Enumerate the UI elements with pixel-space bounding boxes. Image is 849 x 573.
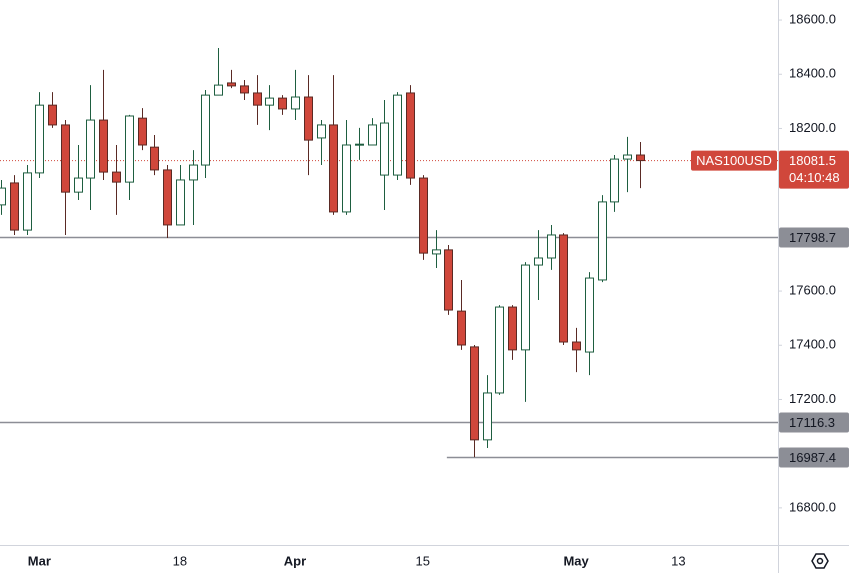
candle-body	[189, 164, 198, 181]
level-label: 16987.4	[789, 450, 836, 465]
settings-dot	[816, 557, 824, 565]
candle-body	[444, 249, 453, 311]
candle-body	[201, 94, 210, 166]
candle-body	[10, 182, 19, 231]
candle-body	[380, 122, 389, 176]
symbol-box	[691, 150, 777, 171]
level-label-box	[779, 227, 849, 248]
candle-body	[61, 124, 70, 193]
settings-hex	[811, 553, 829, 569]
candle-body	[0, 187, 6, 206]
candle-body	[278, 97, 287, 110]
level-label-box	[779, 447, 849, 468]
x-tick-label: 15	[416, 553, 430, 568]
candle-body	[125, 115, 134, 183]
last-price-box	[779, 150, 849, 189]
level-label: 17116.3	[789, 415, 835, 430]
candle-body	[304, 96, 313, 141]
y-tick-label: 18600.0	[789, 11, 836, 26]
candle-body	[521, 264, 530, 351]
candle-body	[240, 85, 249, 94]
level-label: 17798.7	[789, 230, 836, 245]
candle-body	[572, 341, 581, 351]
x-tick-label: 18	[173, 553, 187, 568]
candle-body	[342, 144, 351, 213]
y-tick-label: 16800.0	[789, 499, 836, 514]
x-tick-label: Apr	[284, 553, 306, 568]
candle-body	[329, 124, 338, 213]
candle-body	[393, 94, 402, 176]
candle-body	[432, 249, 441, 255]
x-tick-label: 13	[671, 553, 685, 568]
symbol-label: NAS100USD	[696, 153, 772, 168]
candle-body	[470, 346, 479, 441]
candle-body	[406, 92, 415, 179]
candle-body	[623, 154, 632, 160]
candle-body	[48, 104, 57, 126]
candle-body	[35, 104, 44, 174]
candle-body	[163, 169, 172, 226]
candle-body	[355, 143, 364, 146]
x-tick-label: Mar	[28, 553, 51, 568]
y-tick-label: 17400.0	[789, 337, 836, 352]
candle-body	[99, 119, 108, 173]
candle-body	[483, 392, 492, 441]
candle-body	[23, 172, 32, 231]
candle-body	[534, 257, 543, 266]
candle-body	[138, 117, 147, 146]
candle-body	[508, 306, 517, 351]
candle-body	[291, 96, 300, 110]
x-tick-label: May	[563, 553, 589, 568]
candle-body	[112, 171, 121, 183]
candle-body	[368, 124, 377, 146]
candle-body	[176, 179, 185, 226]
candle-body	[253, 92, 262, 106]
candle-body	[559, 234, 568, 343]
candle-body	[419, 177, 428, 254]
candle-body	[457, 310, 466, 346]
candle-body	[547, 234, 556, 259]
candle-body	[585, 277, 594, 353]
last-price-label: 18081.5	[789, 153, 836, 168]
candle-body	[317, 124, 326, 139]
candle-body	[227, 82, 236, 87]
candle-body	[636, 154, 645, 162]
y-tick-label: 17600.0	[789, 283, 836, 298]
countdown-label: 04:10:48	[789, 170, 840, 185]
candle-body	[265, 97, 274, 106]
candle-body	[610, 158, 619, 203]
candle-body	[495, 306, 504, 394]
y-tick-label: 17200.0	[789, 391, 836, 406]
y-tick-label: 18200.0	[789, 120, 836, 135]
candle-body	[150, 146, 159, 171]
candle-body	[86, 119, 95, 179]
y-tick-label: 18400.0	[789, 66, 836, 81]
candle-body	[214, 84, 223, 96]
level-label-box	[779, 412, 849, 433]
settings-icon[interactable]	[811, 553, 829, 569]
candle-body	[74, 177, 83, 193]
candle-body	[598, 201, 607, 281]
